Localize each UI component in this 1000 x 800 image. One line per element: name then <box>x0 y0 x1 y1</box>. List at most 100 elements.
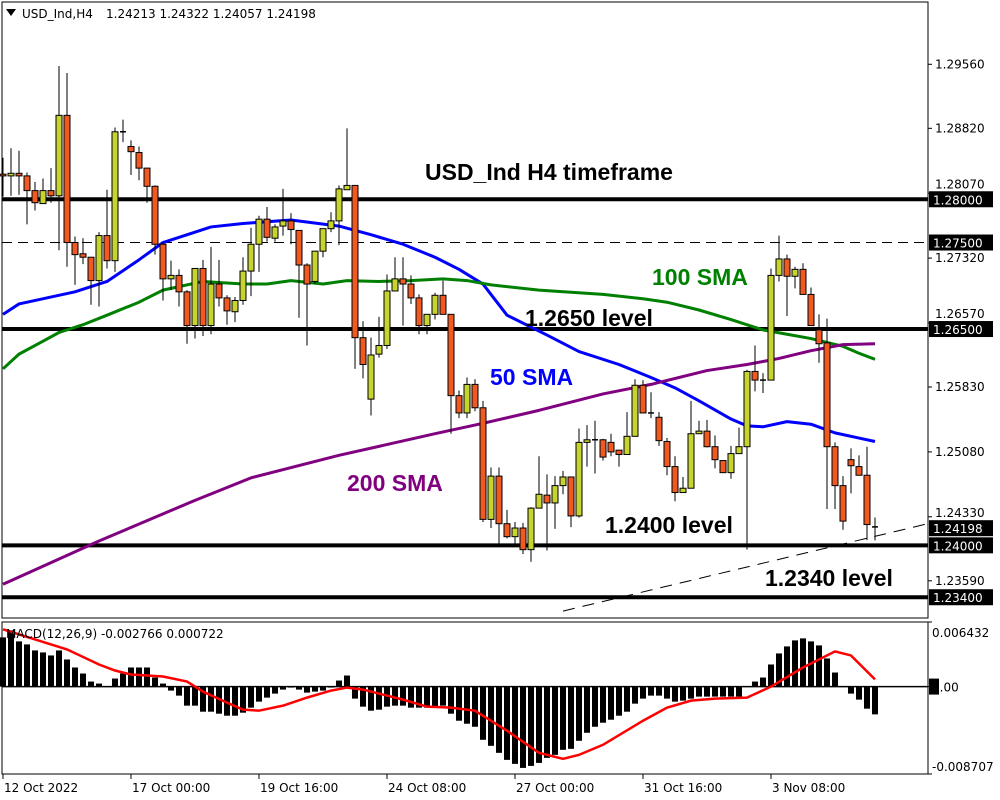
sma-100-line <box>1 277 876 370</box>
candle-body-bull <box>335 188 343 222</box>
collapse-triangle-icon[interactable] <box>6 9 16 16</box>
candle <box>863 446 871 541</box>
macd-histogram-bar <box>512 686 518 764</box>
candle-body-bear <box>639 384 647 414</box>
candle-body-bear <box>439 294 447 315</box>
candle <box>463 377 471 419</box>
candle-body-bear <box>287 220 295 231</box>
candle-body-bull <box>511 527 519 538</box>
macd-histogram-bar <box>584 686 590 733</box>
candle-body-bull <box>207 283 215 327</box>
candle <box>655 412 663 446</box>
candle <box>479 400 487 522</box>
macd-histogram-bar <box>400 686 406 706</box>
y-tick-label: 1.23590 <box>935 574 985 588</box>
macd-histogram-bar <box>192 686 198 706</box>
candle-body-bear <box>831 446 839 487</box>
candle <box>639 380 647 414</box>
candle <box>567 476 575 528</box>
macd-histogram-bar <box>320 686 326 691</box>
x-tick-label: 3 Nov 08:00 <box>772 781 845 795</box>
x-tick-label: 12 Oct 2022 <box>4 781 78 795</box>
candle <box>311 250 319 285</box>
macd-histogram-bar <box>32 650 38 687</box>
candle-body-bull <box>271 226 279 239</box>
candle <box>767 268 775 381</box>
macd-histogram-bar <box>0 637 6 687</box>
macd-histogram-bar <box>472 686 478 727</box>
candle <box>423 313 431 335</box>
macd-histogram-bar <box>776 653 782 687</box>
candle <box>599 438 607 461</box>
candle <box>743 369 751 550</box>
candle <box>592 420 598 474</box>
candle <box>703 419 711 448</box>
candle-body-bull <box>431 294 439 315</box>
candle <box>55 66 63 251</box>
candle-body-bear <box>199 267 207 327</box>
candle <box>607 433 615 457</box>
price-label: 1.23400 <box>933 591 983 605</box>
candle <box>783 254 791 317</box>
candle-body-bull <box>575 441 583 517</box>
candle <box>791 266 799 289</box>
candle <box>831 442 839 509</box>
price-label-box <box>929 537 993 554</box>
macd-histogram-bar <box>784 646 790 687</box>
macd-histogram-bar <box>624 686 630 712</box>
candle <box>527 507 535 562</box>
candle-body-bear <box>863 474 871 526</box>
macd-histogram-bar <box>672 686 678 702</box>
macd-histogram-bar <box>736 686 742 697</box>
macd-histogram-bar <box>536 686 542 763</box>
x-tick-label: 27 Oct 00:00 <box>516 781 594 795</box>
macd-signal-line <box>2 628 876 761</box>
candle <box>31 181 39 211</box>
macd-histogram-bar <box>432 686 438 708</box>
candle-body-bear <box>15 172 23 177</box>
candle <box>495 467 503 548</box>
macd-histogram-bar <box>632 686 638 704</box>
candle-body-bear <box>135 152 143 169</box>
candle-body-bear <box>415 297 423 327</box>
price-label: 1.24000 <box>933 539 983 553</box>
candle <box>687 400 695 489</box>
candle <box>367 337 375 416</box>
macd-histogram-bar <box>248 686 254 708</box>
candle <box>223 295 231 325</box>
candle-body-bull <box>247 243 255 272</box>
candle <box>183 290 191 344</box>
candle-body-bear <box>471 383 479 409</box>
macd-histogram-bar <box>40 652 46 687</box>
candle <box>63 72 71 267</box>
current-price-box <box>929 520 993 537</box>
candle <box>255 215 263 272</box>
y-tick-label: 1.29560 <box>935 57 985 71</box>
candle-body-bear <box>159 243 167 280</box>
current-price-label: 1.24198 <box>933 522 983 536</box>
macd-histogram-bar <box>184 686 190 706</box>
candle-body-bull <box>375 344 383 355</box>
macd-histogram-bar <box>480 686 486 740</box>
candle <box>503 509 511 539</box>
candle <box>807 287 815 327</box>
macd-histogram-bar <box>264 686 270 698</box>
candle <box>407 275 415 304</box>
candle-body-bull <box>239 270 247 301</box>
candle-body-bear <box>143 167 151 187</box>
candle-body-bull <box>727 453 735 474</box>
candle-body-bear <box>751 370 759 381</box>
candle-body-bull <box>463 383 471 414</box>
candle-body-bear <box>175 274 183 293</box>
x-tick-label: 17 Oct 00:00 <box>132 781 210 795</box>
candle <box>631 379 639 437</box>
candle-body-bear <box>711 446 719 461</box>
candle <box>87 256 95 305</box>
candle-body-bear <box>399 278 407 285</box>
candle <box>519 522 527 554</box>
macd-histogram-bar <box>256 686 262 702</box>
candle <box>79 238 87 265</box>
candle <box>799 263 807 295</box>
candle-body-bull <box>391 278 399 292</box>
macd-histogram-bar <box>768 664 774 687</box>
